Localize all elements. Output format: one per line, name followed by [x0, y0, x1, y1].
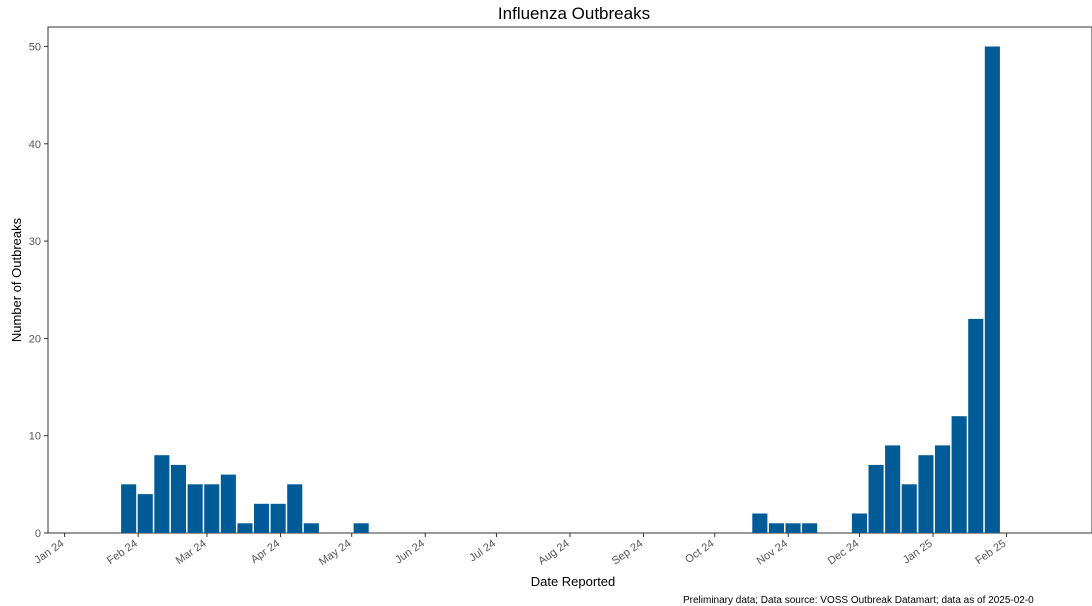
bar: [901, 484, 917, 533]
bar: [303, 523, 319, 533]
bar: [187, 484, 203, 533]
bar: [851, 513, 867, 533]
x-tick-label: Feb 25: [973, 538, 1008, 567]
bar: [220, 474, 236, 533]
y-axis: 0 10 20 30 40 50: [29, 41, 48, 540]
bar: [353, 523, 369, 533]
bar: [254, 503, 270, 533]
caption: Preliminary data; Data source: VOSS Outb…: [683, 595, 1034, 606]
bar: [768, 523, 784, 533]
y-tick-label: 50: [29, 41, 41, 53]
bars: [121, 46, 1000, 533]
bar: [752, 513, 768, 533]
x-tick-label: Mar 24: [174, 538, 209, 567]
x-tick-label: Jul 24: [467, 538, 498, 565]
bar: [868, 464, 884, 533]
bar: [137, 494, 153, 533]
x-tick-label: Jun 24: [393, 538, 427, 567]
bar: [885, 445, 901, 533]
x-tick-label: Dec 24: [826, 538, 861, 568]
y-tick-label: 40: [29, 139, 41, 151]
bar: [170, 464, 186, 533]
y-tick-label: 10: [29, 431, 41, 443]
bar: [968, 318, 984, 533]
bar: [154, 455, 170, 533]
x-axis-title: Date Reported: [531, 574, 616, 589]
x-tick-label: May 24: [317, 538, 353, 569]
x-axis: Jan 24 Feb 24 Mar 24 Apr 24 May 24 Jun 24 Jul …: [32, 533, 1008, 568]
x-tick-label: Feb 24: [105, 538, 140, 567]
bar: [204, 484, 220, 533]
x-tick-label: Sep 24: [610, 538, 645, 568]
bar: [951, 416, 967, 533]
chart-title: Influenza Outbreaks: [498, 4, 650, 23]
bar: [270, 503, 286, 533]
bar: [802, 523, 818, 533]
x-tick-label: Nov 24: [755, 538, 790, 568]
x-tick-label: Apr 24: [249, 538, 282, 566]
x-tick-label: Jan 25: [901, 538, 935, 567]
bar: [785, 523, 801, 533]
bar: [237, 523, 253, 533]
bar: [984, 46, 1000, 533]
bar: [121, 484, 137, 533]
bar: [918, 455, 934, 533]
y-axis-title: Number of Outbreaks: [9, 217, 24, 342]
y-tick-label: 30: [29, 236, 41, 248]
bar: [935, 445, 951, 533]
x-tick-label: Jan 24: [32, 538, 66, 567]
y-tick-label: 0: [35, 528, 41, 540]
x-tick-label: Aug 24: [536, 538, 571, 568]
y-tick-label: 20: [29, 333, 41, 345]
x-tick-label: Oct 24: [683, 538, 716, 566]
bar: [287, 484, 303, 533]
